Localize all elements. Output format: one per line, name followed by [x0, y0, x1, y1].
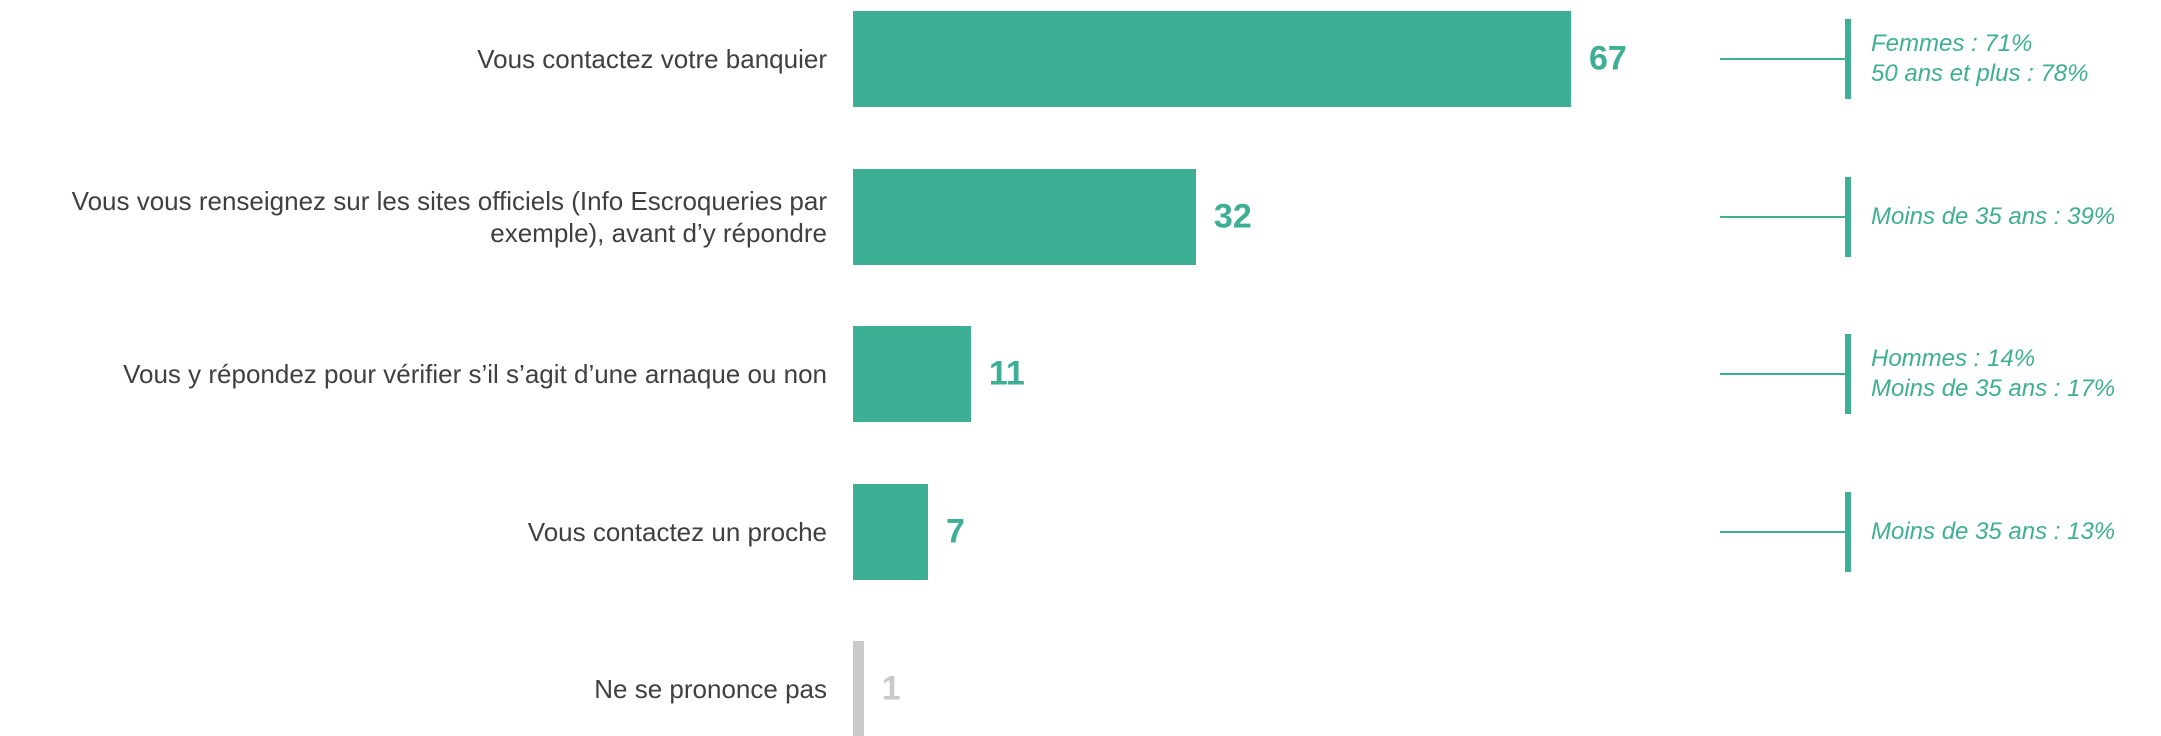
value-label: 32 [1213, 197, 1252, 235]
connector [1720, 373, 1848, 375]
connector [1720, 530, 1848, 533]
bar [853, 168, 1196, 265]
value-label: 7 [946, 512, 965, 550]
annotation: Moins de 35 ans : 39% [1871, 202, 2116, 230]
category-label: Ne se prononce pas [594, 674, 827, 704]
annotation: Femmes : 71% [1871, 30, 2033, 57]
bracket [1845, 176, 1851, 257]
category-label: Vous contactez votre banquier [477, 44, 827, 74]
bracket [1845, 491, 1851, 572]
bracket [1845, 19, 1851, 99]
annotation: Moins de 35 ans : 17% [1871, 375, 2116, 402]
connector [1720, 215, 1848, 218]
annotation: Moins de 35 ans : 13% [1871, 517, 2116, 545]
category-label: Vous vous renseignez sur les sites offic… [71, 185, 827, 248]
value-label: 1 [881, 669, 901, 708]
value-label: 67 [1589, 39, 1627, 78]
category-label: Vous contactez un proche [527, 516, 827, 547]
bar [853, 11, 1571, 107]
bracket [1845, 334, 1851, 414]
value-label: 11 [988, 354, 1025, 393]
annotation: 50 ans et plus : 78% [1871, 60, 2089, 87]
annotation: Hommes : 14% [1871, 345, 2036, 372]
connector [1720, 58, 1848, 60]
bar [853, 326, 971, 422]
bar [853, 483, 928, 580]
category-label: Vous y répondez pour vérifier s’il s’agi… [123, 359, 827, 389]
bar [853, 641, 864, 736]
